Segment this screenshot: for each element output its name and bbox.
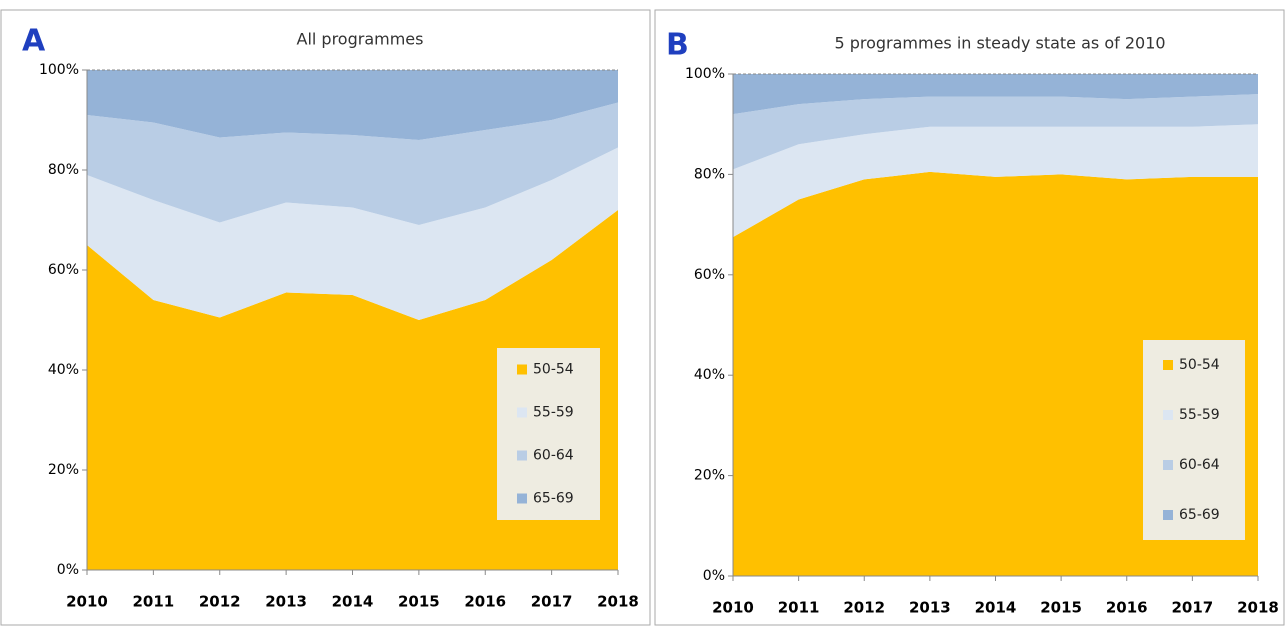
- y-tick-label: 0%: [57, 562, 79, 578]
- x-tick-label: 2018: [1237, 599, 1279, 617]
- x-tick-label: 2014: [332, 593, 374, 611]
- x-tick-label: 2014: [975, 599, 1017, 617]
- legend-label: 50-54: [1179, 357, 1220, 373]
- panel-border: [0, 9, 651, 626]
- legend-swatch: [1163, 460, 1173, 470]
- x-tick-label: 2018: [597, 593, 639, 611]
- legend-swatch: [517, 407, 527, 418]
- x-tick-label: 2010: [66, 593, 108, 611]
- area: [87, 102, 618, 225]
- area: [87, 70, 618, 140]
- x-tick-label: 2016: [464, 593, 506, 611]
- x-tick-label: 2015: [398, 593, 440, 611]
- y-tick-label: 60%: [48, 262, 79, 278]
- area: [733, 171, 1258, 576]
- y-tick-label: 100%: [685, 66, 725, 82]
- chart-title: All programmes: [297, 30, 424, 49]
- x-tick-label: 2013: [265, 593, 307, 611]
- x-tick-label: 2016: [1106, 599, 1148, 617]
- area: [733, 94, 1258, 170]
- x-tick-label: 2017: [531, 593, 573, 611]
- legend-label: 65-69: [533, 491, 574, 507]
- legend-swatch: [517, 450, 527, 461]
- x-tick-label: 2012: [843, 599, 885, 617]
- y-tick-label: 80%: [694, 166, 725, 182]
- legend-label: 65-69: [1179, 507, 1220, 523]
- x-tick-label: 2012: [199, 593, 241, 611]
- legend-swatch: [1163, 510, 1173, 520]
- panel-border: [654, 9, 1285, 626]
- legend-label: 60-64: [1179, 457, 1220, 473]
- legend-label: 55-59: [533, 405, 574, 421]
- y-tick-label: 40%: [48, 362, 79, 378]
- legend-swatch: [1163, 410, 1173, 420]
- legend-swatch: [1163, 360, 1173, 370]
- area: [87, 147, 618, 320]
- y-tick-label: 80%: [48, 162, 79, 178]
- legend-label: 55-59: [1179, 407, 1220, 423]
- y-tick-label: 20%: [694, 468, 725, 484]
- legend-swatch: [517, 364, 527, 375]
- chart-title: 5 programmes in steady state as of 2010: [834, 34, 1165, 53]
- legend-box: [497, 348, 600, 520]
- legend-label: 60-64: [533, 448, 574, 464]
- x-tick-label: 2011: [133, 593, 175, 611]
- y-tick-label: 20%: [48, 462, 79, 478]
- y-tick-label: 40%: [694, 367, 725, 383]
- y-tick-label: 100%: [39, 62, 79, 78]
- y-tick-label: 60%: [694, 267, 725, 283]
- x-tick-label: 2013: [909, 599, 951, 617]
- y-tick-label: 0%: [703, 568, 725, 584]
- area: [733, 124, 1258, 238]
- legend-box: [1143, 340, 1245, 540]
- x-tick-label: 2015: [1040, 599, 1082, 617]
- x-tick-label: 2011: [778, 599, 820, 617]
- area: [733, 74, 1258, 115]
- x-tick-label: 2017: [1172, 599, 1214, 617]
- panel-letter: A: [22, 24, 46, 59]
- x-tick-label: 2010: [712, 599, 754, 617]
- panel-letter: B: [666, 28, 689, 63]
- legend-label: 50-54: [533, 362, 574, 378]
- legend-swatch: [517, 493, 527, 504]
